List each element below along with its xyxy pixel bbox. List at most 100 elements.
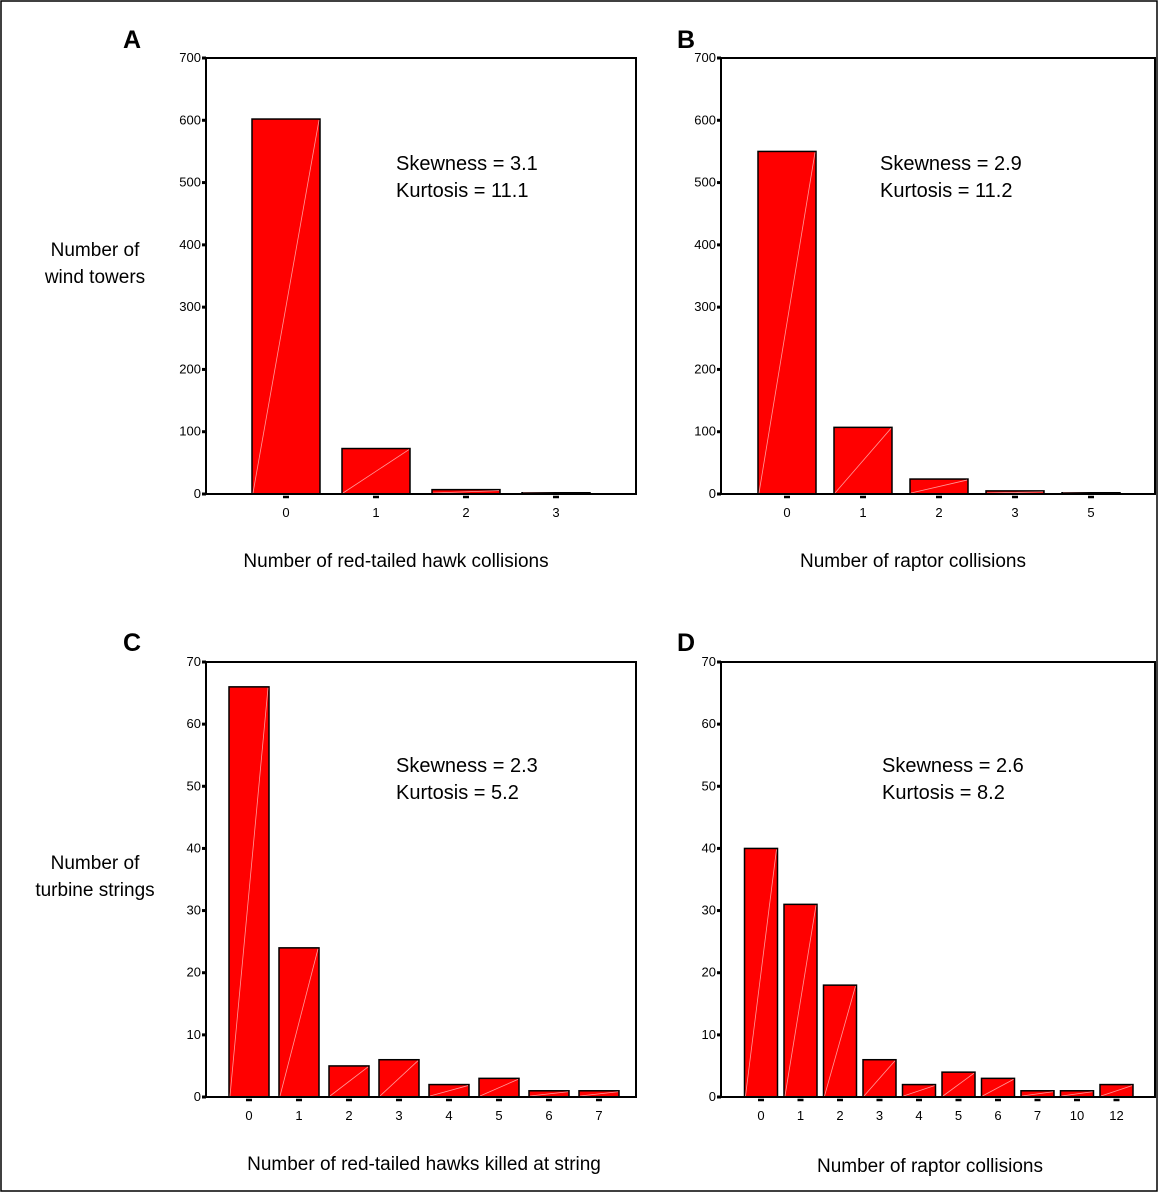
x-tick-label: 2	[836, 1108, 843, 1123]
panel-letter: A	[123, 26, 141, 54]
stat-annotation: Skewness = 2.3	[396, 755, 538, 777]
bar-5	[941, 1071, 976, 1098]
y-tick-label: 500	[179, 175, 201, 190]
y-tick-label: 300	[179, 299, 201, 314]
plot-area-frame	[205, 57, 637, 495]
y-tick-label: 0	[194, 1089, 201, 1104]
y-tick-label: 70	[187, 654, 201, 669]
y-tick-label: 50	[187, 778, 201, 793]
x-tick-label: 2	[462, 505, 469, 520]
x-tick-label: 1	[859, 505, 866, 520]
x-axis-label: Number of raptor collisions	[817, 1156, 1043, 1177]
bar-highlight	[229, 687, 269, 1097]
bar-highlight	[479, 1078, 519, 1097]
bar-highlight	[1061, 1091, 1093, 1097]
x-tick-label: 0	[783, 505, 790, 520]
x-axis-label: Number of raptor collisions	[800, 551, 1026, 572]
bar-highlight	[834, 428, 892, 494]
bar-highlight	[329, 1066, 369, 1097]
bar-highlight	[529, 1091, 569, 1097]
x-tick-label: 6	[545, 1108, 552, 1123]
y-axis-label: Number of	[51, 853, 140, 874]
bar-highlight	[432, 490, 500, 494]
x-tick-label: 3	[552, 505, 559, 520]
y-tick-label: 700	[694, 50, 716, 65]
bar-highlight	[910, 479, 968, 494]
bar-highlight	[824, 986, 856, 1097]
stat-annotation: Kurtosis = 8.2	[882, 782, 1005, 804]
x-tick-label: 3	[876, 1108, 883, 1123]
y-tick-label: 300	[694, 299, 716, 314]
bar-highlight	[429, 1085, 469, 1097]
y-tick-label: 10	[702, 1027, 716, 1042]
bar-12	[1099, 1083, 1134, 1098]
x-tick-label: 6	[994, 1108, 1001, 1123]
plot-area-frame	[720, 57, 1156, 495]
bar-2	[909, 478, 969, 495]
bar-highlight	[342, 449, 410, 494]
x-tick-label: 0	[757, 1108, 764, 1123]
y-tick-label: 400	[179, 237, 201, 252]
x-tick-label: 12	[1109, 1108, 1123, 1123]
bar-highlight	[252, 119, 320, 494]
plot-area-frame	[205, 661, 637, 1098]
y-tick-label: 70	[702, 654, 716, 669]
bar-highlight	[942, 1072, 975, 1097]
y-tick-label: 600	[694, 112, 716, 127]
stat-annotation: Kurtosis = 11.2	[880, 180, 1012, 202]
y-tick-label: 0	[709, 486, 716, 501]
panel-letter: C	[123, 629, 141, 657]
y-tick-label: 400	[694, 237, 716, 252]
x-tick-label: 7	[595, 1108, 602, 1123]
stat-annotation: Kurtosis = 5.2	[396, 782, 519, 804]
bar-2	[822, 984, 858, 1098]
bar-highlight	[1021, 1091, 1054, 1097]
y-tick-label: 0	[709, 1089, 716, 1104]
bar-2	[328, 1065, 370, 1098]
panel-letter: B	[677, 26, 695, 54]
bar-highlight	[279, 948, 319, 1097]
bar-1	[341, 447, 411, 495]
y-tick-label: 600	[179, 112, 201, 127]
x-tick-label: 1	[295, 1108, 302, 1123]
x-tick-label: 0	[245, 1108, 252, 1123]
y-tick-label: 30	[702, 903, 716, 918]
panel-c: C 0 10 20 30 40 50 60 70 0 1 2 3 4 5 6 7 Skewness = 2.3 Ku…	[35, 629, 637, 1175]
y-tick-label: 40	[187, 840, 201, 855]
y-tick-label: 200	[179, 361, 201, 376]
bar-highlight	[379, 1060, 419, 1097]
y-axis-label: turbine strings	[35, 880, 154, 901]
y-tick-label: 30	[187, 903, 201, 918]
bar-3	[378, 1058, 420, 1098]
y-tick-label: 100	[694, 424, 716, 439]
panel-letter: D	[677, 629, 695, 657]
panel-b: B 0 100 200 300 400 500 600 700 0 1 2 3 5 Skewness = 2…	[677, 26, 1156, 572]
bar-highlight	[579, 1091, 619, 1097]
x-tick-label: 7	[1034, 1108, 1041, 1123]
stat-annotation: Skewness = 2.6	[882, 755, 1024, 777]
x-tick-label: 3	[395, 1108, 402, 1123]
y-tick-label: 20	[187, 965, 201, 980]
y-tick-label: 20	[702, 965, 716, 980]
bar-0	[228, 686, 270, 1098]
bar-highlight	[1100, 1085, 1133, 1097]
bar-4	[901, 1083, 937, 1098]
y-tick-label: 60	[187, 716, 201, 731]
y-axis-label: wind towers	[44, 267, 145, 288]
x-tick-label: 10	[1070, 1108, 1084, 1123]
x-tick-label: 1	[797, 1108, 804, 1123]
x-tick-label: 2	[935, 505, 942, 520]
y-tick-label: 10	[187, 1027, 201, 1042]
x-tick-label: 4	[445, 1108, 452, 1123]
bar-highlight	[784, 905, 817, 1097]
stat-annotation: Skewness = 2.9	[880, 153, 1022, 175]
x-tick-label: 5	[955, 1108, 962, 1123]
x-tick-label: 5	[1087, 505, 1094, 520]
y-tick-label: 40	[702, 840, 716, 855]
bar-0	[743, 847, 779, 1098]
y-tick-label: 60	[702, 716, 716, 731]
x-axis-label: Number of red-tailed hawks killed at str…	[247, 1154, 601, 1175]
